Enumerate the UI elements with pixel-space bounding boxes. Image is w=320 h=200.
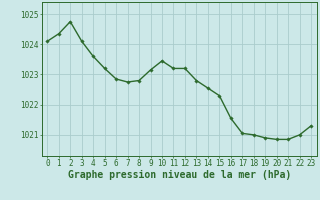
X-axis label: Graphe pression niveau de la mer (hPa): Graphe pression niveau de la mer (hPa) <box>68 170 291 180</box>
